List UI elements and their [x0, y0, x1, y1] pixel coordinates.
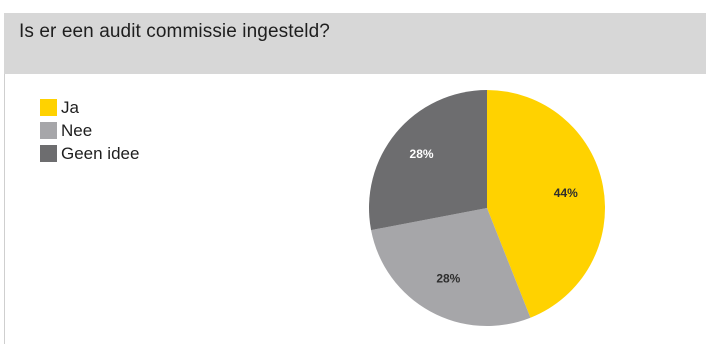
slice-data-label: 28% — [436, 271, 460, 285]
legend-swatch — [40, 122, 57, 139]
legend-label: Ja — [61, 97, 79, 117]
chart-header: Is er een audit commissie ingesteld? — [4, 13, 706, 74]
legend-item: Ja — [40, 96, 139, 119]
legend-item: Geen idee — [40, 142, 139, 165]
slice-data-label: 44% — [554, 186, 578, 200]
chart-legend: Ja Nee Geen idee — [40, 96, 139, 165]
slice-data-label: 28% — [410, 147, 434, 161]
legend-swatch — [40, 145, 57, 162]
pie-slice-geen-idee — [369, 90, 487, 231]
legend-item: Nee — [40, 119, 139, 142]
legend-label: Geen idee — [61, 143, 140, 163]
legend-swatch — [40, 99, 57, 116]
chart-title: Is er een audit commissie ingesteld? — [19, 21, 330, 42]
panel-border — [4, 74, 5, 344]
legend-label: Nee — [61, 120, 93, 140]
pie-slice-ja — [487, 89, 606, 318]
pie-slice-nee — [371, 208, 531, 326]
